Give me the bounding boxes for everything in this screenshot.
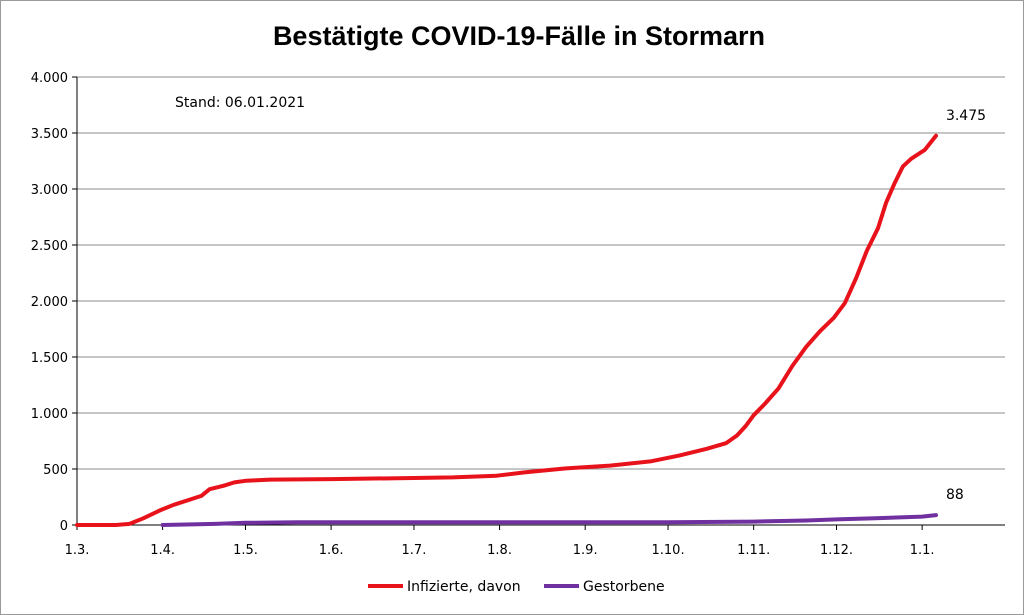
legend-label-gestorbene: Gestorbene (583, 579, 665, 595)
x-tick-label: 1.8. (487, 543, 512, 558)
y-tick-label: 4.000 (31, 71, 68, 86)
data-label-end-gestorbene: 88 (946, 487, 964, 503)
x-tick-label: 1.7. (402, 543, 427, 558)
x-tick-label: 1.1. (910, 543, 935, 558)
x-tick-label: 1.5. (233, 543, 258, 558)
chart-title: Bestätigte COVID-19-Fälle in Stormarn (273, 21, 765, 51)
series-layer (75, 133, 938, 527)
x-tick-label: 1.3. (65, 543, 90, 558)
y-tick-label: 1.500 (31, 351, 68, 366)
y-tick-label: 2.500 (31, 239, 68, 254)
series-line-gestorbene (160, 513, 938, 527)
x-tick-label: 1.12. (820, 543, 853, 558)
y-tick-label: 500 (43, 463, 68, 478)
x-tick-label: 1.6. (319, 543, 344, 558)
legend-label-infizierte: Infizierte, davon (407, 579, 521, 595)
legend: Infizierte, davon Gestorbene (368, 579, 665, 595)
axis-layer: 0 500 1.000 1.500 2.000 2.500 3.000 3.500 4.000 1… (31, 71, 1005, 558)
data-label-end-infizierte: 3.475 (946, 108, 986, 124)
y-tick-label: 1.000 (31, 407, 68, 422)
x-tick-label: 1.11. (737, 543, 770, 558)
y-tick-label: 2.000 (31, 295, 68, 310)
y-tick-label: 0 (60, 519, 68, 534)
chart-subtitle: Stand: 06.01.2021 (175, 95, 305, 111)
y-tick-label: 3.500 (31, 127, 68, 142)
x-tick-label: 1.10. (652, 543, 685, 558)
x-tick-label: 1.4. (150, 543, 175, 558)
y-tick-label: 3.000 (31, 183, 68, 198)
grid-layer (77, 76, 1005, 470)
label-layer: 3.475 88 (946, 108, 986, 503)
series-line-infizierte (75, 133, 938, 527)
x-tick-label: 1.9. (573, 543, 598, 558)
